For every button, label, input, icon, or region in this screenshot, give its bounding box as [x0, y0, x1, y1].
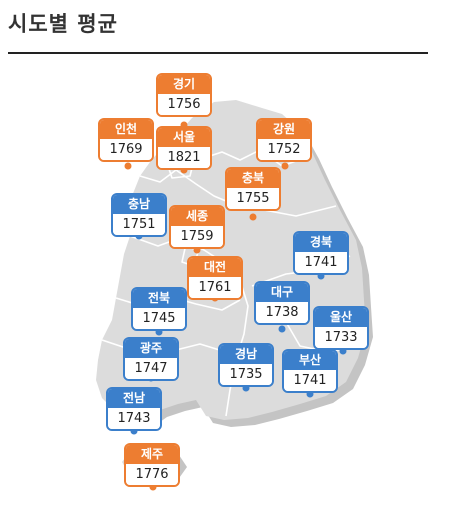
region-name: 제주 — [126, 445, 178, 464]
region-name: 광주 — [125, 339, 177, 358]
region-name: 대구 — [256, 283, 308, 302]
region-marker-jeonnam — [130, 427, 138, 435]
region-value: 1747 — [125, 358, 177, 379]
region-marker-sejong — [193, 246, 201, 254]
region-card-chungbuk: 충북 1755 — [225, 167, 281, 211]
region-value: 1769 — [100, 139, 152, 160]
region-name: 대전 — [189, 258, 241, 277]
region-name: 인천 — [100, 120, 152, 139]
region-card-jeju: 제주 1776 — [124, 443, 180, 487]
region-name: 전남 — [108, 389, 160, 408]
region-name: 충북 — [227, 169, 279, 188]
region-value: 1821 — [158, 147, 210, 168]
region-card-gangwon: 강원 1752 — [256, 118, 312, 162]
region-marker-chungbuk — [249, 213, 257, 221]
region-card-gyeongbuk: 경북 1741 — [293, 231, 349, 275]
region-card-gwangju: 광주 1747 — [123, 337, 179, 381]
region-card-gyeongnam: 경남 1735 — [218, 343, 274, 387]
region-value: 1752 — [258, 139, 310, 160]
region-card-sejong: 세종 1759 — [169, 205, 225, 249]
region-card-daegu: 대구 1738 — [254, 281, 310, 325]
region-value: 1743 — [108, 408, 160, 429]
region-value: 1756 — [158, 94, 210, 115]
region-marker-jeonbuk — [155, 328, 163, 336]
region-card-incheon: 인천 1769 — [98, 118, 154, 162]
region-name: 울산 — [315, 308, 367, 327]
region-value: 1741 — [295, 252, 347, 273]
region-name: 부산 — [284, 351, 336, 370]
region-value: 1733 — [315, 327, 367, 348]
region-value: 1741 — [284, 370, 336, 391]
region-card-ulsan: 울산 1733 — [313, 306, 369, 350]
region-name: 강원 — [258, 120, 310, 139]
title-divider — [8, 52, 428, 54]
region-marker-busan — [306, 390, 314, 398]
region-name: 경북 — [295, 233, 347, 252]
region-value: 1759 — [171, 226, 223, 247]
region-card-busan: 부산 1741 — [282, 349, 338, 393]
region-card-jeonnam: 전남 1743 — [106, 387, 162, 431]
region-name: 충남 — [113, 195, 165, 214]
region-marker-daegu — [278, 325, 286, 333]
region-value: 1776 — [126, 464, 178, 485]
region-marker-incheon — [124, 162, 132, 170]
region-marker-gyeongbuk — [317, 272, 325, 280]
region-value: 1738 — [256, 302, 308, 323]
region-card-chungnam: 충남 1751 — [111, 193, 167, 237]
region-name: 세종 — [171, 207, 223, 226]
region-card-jeonbuk: 전북 1745 — [131, 287, 187, 331]
region-card-daejeon: 대전 1761 — [187, 256, 243, 300]
region-name: 경남 — [220, 345, 272, 364]
region-name: 전북 — [133, 289, 185, 308]
region-marker-gyeonggi — [180, 121, 188, 129]
region-value: 1745 — [133, 308, 185, 329]
region-name: 경기 — [158, 75, 210, 94]
region-value: 1735 — [220, 364, 272, 385]
page-title: 시도별 평균 — [8, 12, 118, 36]
region-value: 1751 — [113, 214, 165, 235]
region-marker-gangwon — [281, 162, 289, 170]
region-name: 서울 — [158, 128, 210, 147]
region-marker-jeju — [149, 483, 157, 491]
region-card-gyeonggi: 경기 1756 — [156, 73, 212, 117]
region-value: 1761 — [189, 277, 241, 298]
region-value: 1755 — [227, 188, 279, 209]
region-marker-gyeongnam — [242, 384, 250, 392]
region-card-seoul: 서울 1821 — [156, 126, 212, 170]
region-marker-ulsan — [339, 347, 347, 355]
region-marker-seoul — [180, 166, 188, 174]
